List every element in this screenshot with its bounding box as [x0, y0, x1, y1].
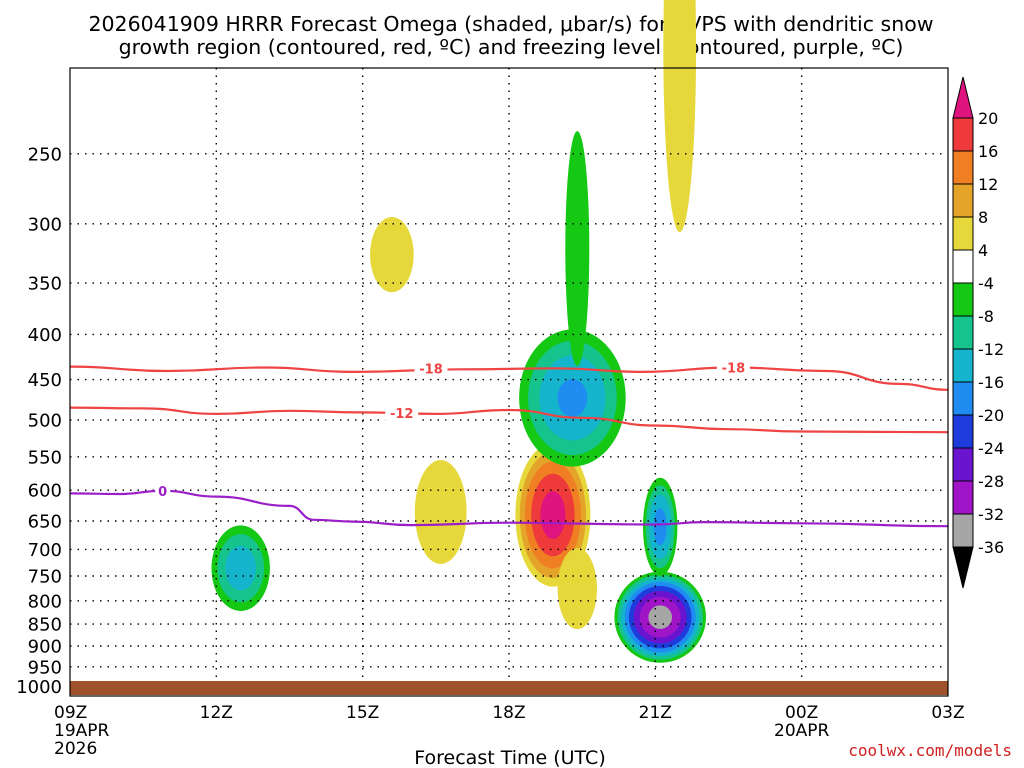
- y-tick-label-700: 700: [28, 540, 62, 561]
- plot-frame: [69, 67, 949, 697]
- isotherm-label-bg-0-0: [414, 360, 448, 377]
- y-tick-label-450: 450: [28, 370, 62, 391]
- colorbar-bin-12: [952, 480, 974, 515]
- isotherm-label-0-1: -18: [722, 362, 746, 377]
- omega-contour-2-4: [540, 491, 566, 539]
- omega-contour-7-0: [565, 131, 590, 367]
- x-tick-label-00Z: 00Z: [785, 703, 818, 723]
- chart-title-line1: 2026041909 HRRR Forecast Omega (shaded, …: [88, 12, 933, 36]
- colorbar-bin-5: [952, 249, 974, 284]
- isotherm-line-0: [69, 365, 949, 391]
- y-tick-label-300: 300: [28, 214, 62, 235]
- colorbar-bin-1: [952, 117, 974, 152]
- y-tick-label-250: 250: [28, 144, 62, 165]
- colorbar-label-10: -24: [978, 439, 1004, 458]
- colorbar-top-arrow: [952, 76, 974, 119]
- isotherm-line-2: [69, 489, 949, 528]
- x-tick-label-12Z: 12Z: [200, 703, 233, 723]
- y-tick-label-950: 950: [28, 657, 62, 678]
- omega-contour-3-0: [557, 548, 597, 630]
- colorbar-label-6: -8: [978, 307, 994, 326]
- isotherm-label-2-0: 0: [158, 485, 167, 500]
- colorbar-bin-4: [952, 216, 974, 251]
- y-tick-label-550: 550: [28, 447, 62, 468]
- y-tick-label-850: 850: [28, 615, 62, 636]
- isotherm-label-0-0: -18: [419, 362, 443, 377]
- y-tick-label-750: 750: [28, 567, 62, 588]
- colorbar-bottom-arrow: [952, 546, 974, 589]
- colorbar-label-13: -36: [978, 538, 1004, 557]
- colorbar-label-8: -16: [978, 373, 1004, 392]
- x-tick-label-21Z: 21Z: [639, 703, 672, 723]
- omega-contour-1-0: [414, 460, 467, 564]
- colorbar-label-1: 16: [978, 142, 998, 161]
- credit-text: coolwx.com/models: [848, 741, 1012, 760]
- y-tick-label-900: 900: [28, 637, 62, 658]
- colorbar-bin-11: [952, 447, 974, 482]
- x-axis-label: Forecast Time (UTC): [414, 747, 605, 768]
- colorbar-bin-8: [952, 348, 974, 383]
- y-tick-label-350: 350: [28, 274, 62, 295]
- colorbar-label-5: -4: [978, 274, 994, 293]
- colorbar-label-3: 8: [978, 208, 988, 227]
- x-tick-date-00Z: 20APR: [774, 721, 830, 741]
- x-tick-label-03Z: 03Z: [931, 703, 964, 723]
- y-tick-label-800: 800: [28, 591, 62, 612]
- omega-contour-0-2: [225, 545, 256, 591]
- colorbar-label-4: 4: [978, 241, 988, 260]
- y-tick-label-400: 400: [28, 325, 62, 346]
- y-axis: 2503003504004505005506006507007508008509…: [16, 144, 62, 698]
- colorbar-bin-9: [952, 381, 974, 416]
- isotherm-contours: -18 -18 -12 0: [69, 359, 949, 528]
- x-tick-label-15Z: 15Z: [346, 703, 379, 723]
- colorbar-label-9: -20: [978, 406, 1004, 425]
- colorbar-bin-7: [952, 315, 974, 350]
- y-tick-label-650: 650: [28, 512, 62, 533]
- omega-contour-9-0: [663, 0, 697, 233]
- x-tick-label-18Z: 18Z: [492, 703, 525, 723]
- x-tick-label-09Z: 09Z: [54, 703, 87, 723]
- x-tick-year-09Z: 2026: [54, 739, 97, 759]
- isotherm-label-1-0: -12: [390, 407, 414, 422]
- omega-contour-8-0: [370, 217, 414, 293]
- y-tick-label-1000: 1000: [16, 677, 62, 698]
- omega-shading: [211, 0, 706, 663]
- colorbar-bin-3: [952, 183, 974, 218]
- colorbar: 20 16 12 8 4 -4 -8 -12 -16 -20 -24 -28 -32 -36: [952, 76, 1004, 589]
- plot-area: -18 -18 -12 0: [69, 0, 949, 697]
- omega-contour-6-3: [557, 379, 588, 417]
- y-tick-label-500: 500: [28, 411, 62, 432]
- colorbar-label-2: 12: [978, 175, 998, 194]
- colorbar-label-0: 20: [978, 109, 998, 128]
- isotherm-label-bg-0-1: [716, 359, 750, 376]
- colorbar-label-11: -28: [978, 472, 1004, 491]
- isotherm-line-1: [69, 406, 949, 434]
- colorbar-label-12: -32: [978, 505, 1004, 524]
- x-tick-date-09Z: 19APR: [54, 721, 110, 741]
- colorbar-bin-6: [952, 282, 974, 317]
- colorbar-bin-2: [952, 150, 974, 185]
- isotherm-label-bg-2-0: [155, 482, 171, 499]
- surface-terrain: [70, 681, 948, 695]
- y-tick-label-600: 600: [28, 481, 62, 502]
- colorbar-label-7: -12: [978, 340, 1004, 359]
- omega-contour-4-7: [648, 605, 672, 629]
- isotherm-label-bg-1-0: [385, 405, 419, 422]
- chart-title-line2: growth region (contoured, red, ºC) and f…: [119, 35, 904, 59]
- colorbar-bin-13: [952, 513, 974, 548]
- omega-contour-5-3: [653, 508, 667, 546]
- colorbar-bin-10: [952, 414, 974, 449]
